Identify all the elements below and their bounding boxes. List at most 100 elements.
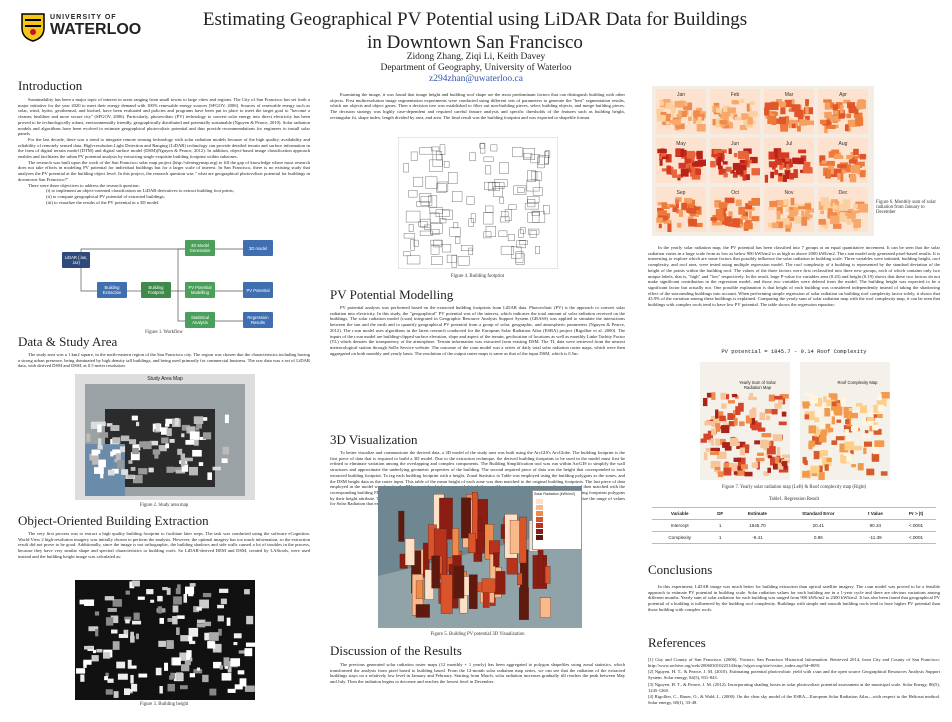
building <box>696 124 706 132</box>
building <box>761 433 772 438</box>
table-row: Variable DF Estimate Standard Error t Value P… <box>652 507 936 520</box>
building <box>769 102 779 111</box>
building <box>181 664 190 672</box>
table-cell: -11.39 <box>854 531 896 544</box>
building <box>661 168 668 172</box>
building <box>158 445 167 452</box>
building <box>667 223 672 232</box>
building <box>824 111 832 118</box>
building <box>120 446 126 453</box>
building <box>742 174 750 181</box>
segmentation-text: Examining the image, it was found that i… <box>330 92 625 121</box>
building <box>204 632 212 641</box>
footprint <box>500 245 514 255</box>
building <box>230 658 241 667</box>
month-map: Jan <box>656 89 706 134</box>
building <box>834 152 842 157</box>
footprint <box>436 151 442 161</box>
building <box>723 207 728 211</box>
building <box>221 458 228 464</box>
table-header-cell: DF <box>707 507 733 520</box>
building <box>790 197 795 206</box>
building <box>804 203 812 210</box>
building <box>172 605 179 613</box>
map-image <box>85 384 245 496</box>
building <box>841 455 847 464</box>
building <box>868 410 878 419</box>
building <box>667 120 676 124</box>
building <box>763 471 769 476</box>
footprint <box>403 163 409 173</box>
footprint <box>403 233 416 239</box>
reference: [2] Nguyen, H. T., & Pearce, J. M. (2010… <box>648 669 940 681</box>
building <box>132 447 139 455</box>
building <box>113 691 119 698</box>
building <box>676 123 685 130</box>
building <box>820 210 825 214</box>
month-label: Jul <box>785 141 793 147</box>
footprint <box>452 191 463 202</box>
building <box>767 222 773 227</box>
building <box>715 118 723 128</box>
building <box>768 111 777 115</box>
building <box>184 657 191 666</box>
building <box>193 416 204 424</box>
footprint <box>430 245 440 255</box>
building <box>678 162 688 169</box>
building <box>800 169 804 173</box>
building <box>662 154 669 160</box>
building <box>117 673 128 680</box>
building <box>124 688 130 696</box>
footprint <box>527 196 540 203</box>
building <box>873 414 877 418</box>
building <box>202 417 208 421</box>
footprint <box>441 244 452 253</box>
building <box>730 170 735 174</box>
building <box>192 449 202 457</box>
table-cell: <.0001 <box>895 531 936 544</box>
building <box>749 156 758 164</box>
building <box>196 667 201 671</box>
building <box>755 457 765 462</box>
building <box>689 204 694 208</box>
building <box>686 150 696 159</box>
building <box>735 199 742 206</box>
building <box>685 163 690 169</box>
building <box>674 101 685 108</box>
building <box>772 434 783 442</box>
building <box>97 421 106 427</box>
building <box>856 102 865 110</box>
building <box>98 459 106 468</box>
footprint <box>484 181 496 190</box>
building-3d <box>398 510 405 542</box>
building <box>737 470 746 476</box>
building <box>743 222 753 230</box>
building <box>226 617 231 626</box>
building <box>848 159 858 164</box>
building <box>115 453 121 463</box>
building <box>164 662 169 671</box>
building <box>244 648 253 657</box>
footprint <box>535 246 540 255</box>
building <box>834 202 839 206</box>
building <box>825 423 831 433</box>
footprint <box>430 229 440 235</box>
building <box>168 643 174 648</box>
building <box>781 461 788 470</box>
building <box>812 435 822 445</box>
building <box>169 438 175 443</box>
building <box>749 392 753 400</box>
building <box>767 207 775 211</box>
building <box>785 116 790 125</box>
caption: Figure 3. Building height <box>139 702 189 707</box>
email[interactable]: z294zhan@uwaterloo.ca <box>429 74 523 84</box>
building <box>751 462 759 468</box>
building <box>710 447 721 452</box>
building <box>774 403 782 409</box>
building <box>808 440 816 447</box>
caption: Figure 1. Workflow <box>145 330 183 335</box>
building <box>853 218 861 228</box>
building <box>751 197 760 206</box>
building-3d <box>452 528 460 557</box>
building <box>733 417 738 426</box>
